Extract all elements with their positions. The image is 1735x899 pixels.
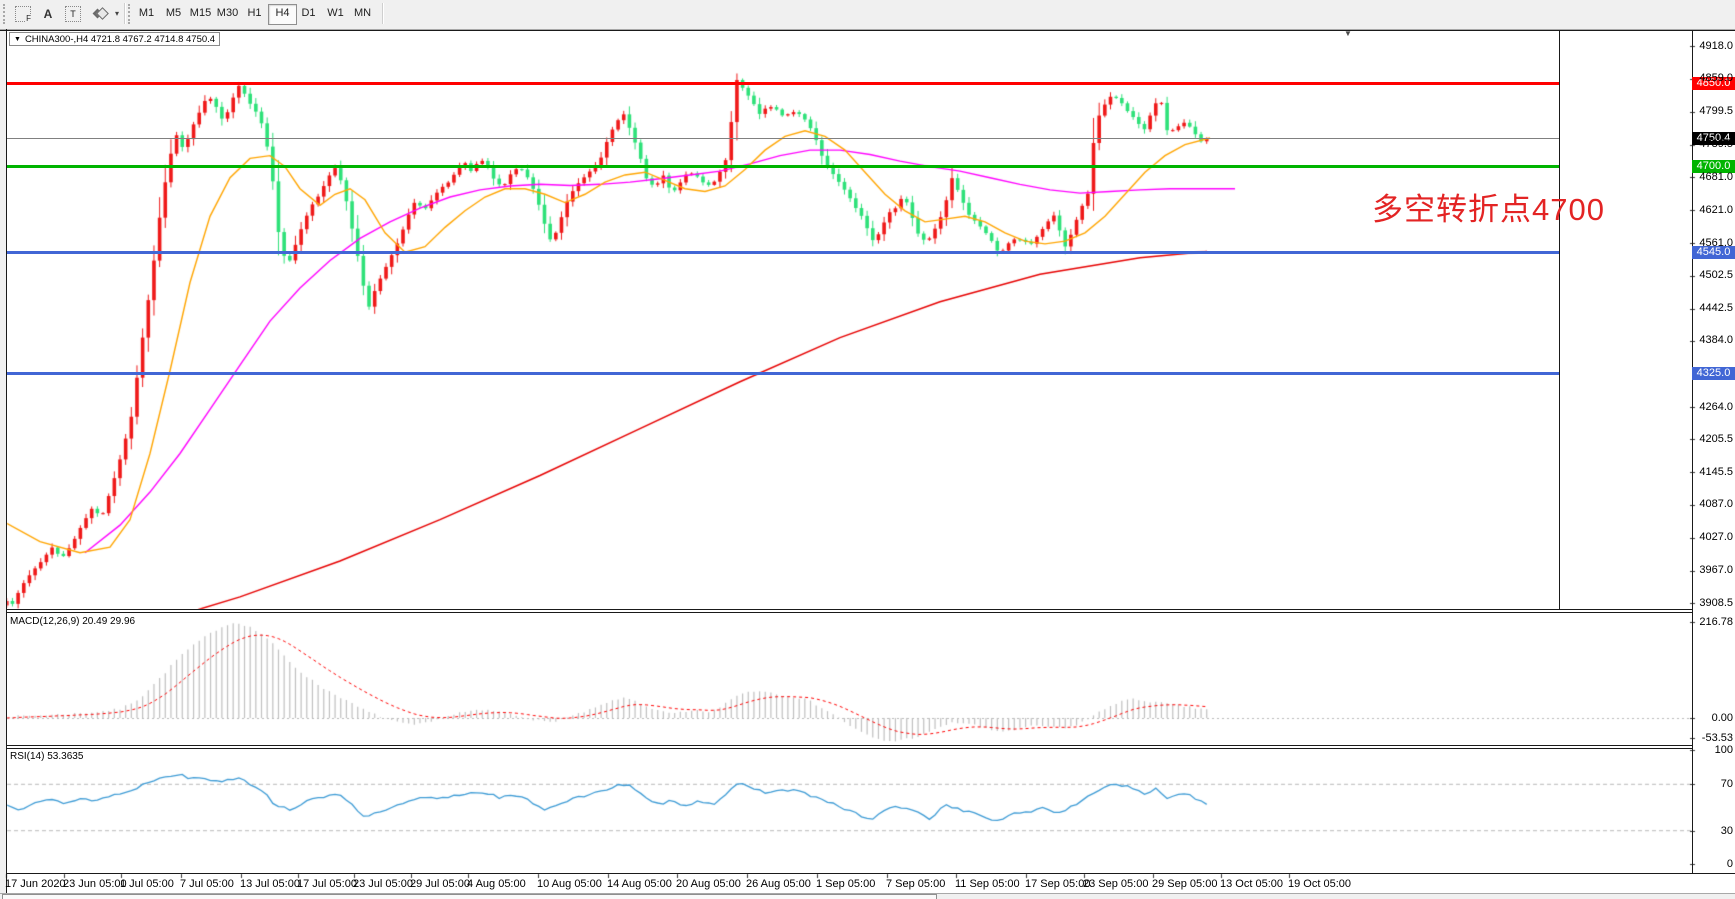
time-axis-label: 23 Jun 05:00 (63, 878, 127, 890)
macd-panel-bottom-border (6, 745, 1692, 746)
rsi-panel-top-border (6, 748, 1692, 749)
time-axis-label: 17 Jun 2020 (5, 878, 66, 890)
indicator-axis-label: 100 (1714, 743, 1733, 756)
time-axis-label: 23 Jul 05:00 (353, 878, 413, 890)
time-axis-label: 20 Aug 05:00 (676, 878, 741, 890)
price-axis-label: 4264.0 (1699, 400, 1733, 413)
time-axis-label: 17 Jul 05:00 (297, 878, 357, 890)
time-axis-label: 1 Jul 05:00 (120, 878, 174, 890)
price-axis-label: 4681.0 (1699, 170, 1733, 183)
horizontal-scrollbar[interactable] (0, 894, 1735, 899)
price-axis-label: 3908.5 (1699, 596, 1733, 609)
price-axis-divider (1692, 31, 1693, 873)
price-axis-label: 4442.5 (1699, 302, 1733, 315)
price-axis-label: 4561.0 (1699, 236, 1733, 249)
time-axis-label: 17 Sep 05:00 (1025, 878, 1091, 890)
macd-panel-top-border (6, 612, 1692, 613)
price-badge-4850.0: 4850.0 (1692, 77, 1735, 91)
main-panel-bottom-border (6, 609, 1692, 610)
chart-annotation-text[interactable]: 多空转折点4700 (1372, 192, 1605, 227)
scrollbar-thumb[interactable] (2, 894, 937, 899)
price-axis-label: 4621.0 (1699, 203, 1733, 216)
price-badge-4325.0: 4325.0 (1692, 366, 1735, 380)
horizontal-line-4325.0[interactable] (7, 371, 1559, 375)
time-axis-label: 1 Sep 05:00 (816, 878, 876, 890)
price-axis-label: 4859.0 (1699, 72, 1733, 85)
price-axis-label: 4502.5 (1699, 269, 1733, 282)
time-axis-label: 4 Aug 05:00 (467, 878, 526, 890)
chart-shift-marker-icon[interactable]: ▼ (1344, 29, 1352, 38)
price-axis-label: 4799.5 (1699, 105, 1733, 118)
horizontal-line-4545.0[interactable] (7, 250, 1559, 254)
price-axis-label: 4918.0 (1699, 39, 1733, 52)
scrollbar-top-border (0, 893, 1735, 894)
indicator-axis-label: 0 (1726, 857, 1733, 870)
price-axis-label: 4739.5 (1699, 138, 1733, 151)
chart-left-border (6, 29, 7, 893)
price-axis-label: 3967.0 (1699, 564, 1733, 577)
time-axis-label: 11 Sep 05:00 (955, 878, 1020, 890)
indicator-axis-label: 70 (1720, 777, 1733, 790)
price-axis-label: 4087.0 (1699, 498, 1733, 511)
horizontal-line-4700.0[interactable] (7, 165, 1559, 169)
time-axis-label: 7 Jul 05:00 (180, 878, 234, 890)
macd-indicator-label[interactable]: MACD(12,26,9) 20.49 29.96 (10, 616, 136, 627)
price-badge-4700.0: 4700.0 (1692, 160, 1735, 174)
time-axis-label: 13 Oct 05:00 (1220, 878, 1283, 890)
indicator-axis-label: 30 (1720, 824, 1733, 837)
time-axis-label: 23 Sep 05:00 (1083, 878, 1149, 890)
rsi-panel-bottom-border (6, 873, 1735, 874)
time-axis-label: 29 Jul 05:00 (410, 878, 470, 890)
symbol-dropdown-icon: ▼ (14, 35, 21, 43)
price-axis-label: 4205.5 (1699, 432, 1733, 445)
indicator-axis-label: 0.00 (1711, 711, 1733, 724)
time-axis-label: 13 Jul 05:00 (240, 878, 300, 890)
rsi-indicator-label[interactable]: RSI(14) 53.3635 (10, 751, 84, 762)
price-badge-4750.4: 4750.4 (1692, 132, 1735, 146)
time-axis-label: 7 Sep 05:00 (886, 878, 946, 890)
symbol-info-box[interactable]: ▼ CHINA300-,H4 4721.8 4767.2 4714.8 4750… (9, 32, 221, 46)
price-badge-4545.0: 4545.0 (1692, 245, 1735, 259)
symbol-ohlc-text: CHINA300-,H4 4721.8 4767.2 4714.8 4750.4 (24, 33, 216, 45)
time-axis-label: 26 Aug 05:00 (746, 878, 811, 890)
horizontal-line-4850.0[interactable] (7, 82, 1559, 86)
price-axis-label: 4027.0 (1699, 531, 1733, 544)
current-price-line[interactable] (7, 138, 1559, 140)
time-axis-label: 14 Aug 05:00 (607, 878, 672, 890)
price-axis-label: 4145.5 (1699, 465, 1733, 478)
plot-right-border (1559, 31, 1560, 609)
indicator-axis-label: 216.78 (1699, 615, 1733, 628)
price-axis-label: 4384.0 (1699, 334, 1733, 347)
time-axis-label: 19 Oct 05:00 (1288, 878, 1351, 890)
time-axis-label: 10 Aug 05:00 (537, 878, 602, 890)
indicator-axis-label: -53.53 (1701, 731, 1733, 744)
time-axis-label: 29 Sep 05:00 (1152, 878, 1218, 890)
